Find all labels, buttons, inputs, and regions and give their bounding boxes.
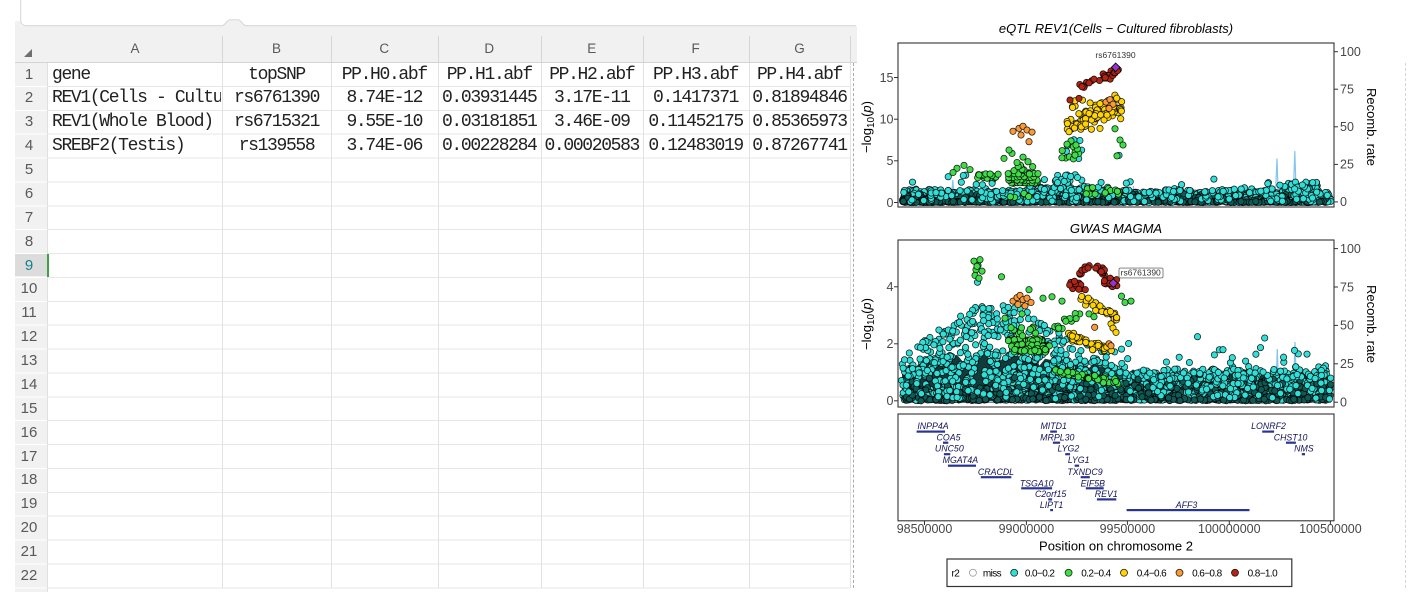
svg-text:eQTL REV1(Cells − Cultured fib: eQTL REV1(Cells − Cultured fibroblasts): [999, 21, 1233, 36]
svg-text:0: 0: [1340, 195, 1347, 209]
svg-text:10: 10: [880, 113, 894, 127]
svg-text:rs6761390: rs6761390: [1095, 50, 1135, 60]
svg-text:25: 25: [1340, 158, 1354, 172]
svg-text:0: 0: [887, 196, 894, 210]
svg-text:Recomb. rate: Recomb. rate: [1364, 88, 1379, 166]
svg-text:100: 100: [1340, 45, 1361, 59]
svg-text:5: 5: [887, 154, 894, 168]
svg-text:15: 15: [880, 71, 894, 85]
svg-text:75: 75: [1340, 83, 1354, 97]
svg-text:GWAS MAGMA: GWAS MAGMA: [1070, 221, 1162, 236]
svg-text:50: 50: [1340, 120, 1354, 134]
